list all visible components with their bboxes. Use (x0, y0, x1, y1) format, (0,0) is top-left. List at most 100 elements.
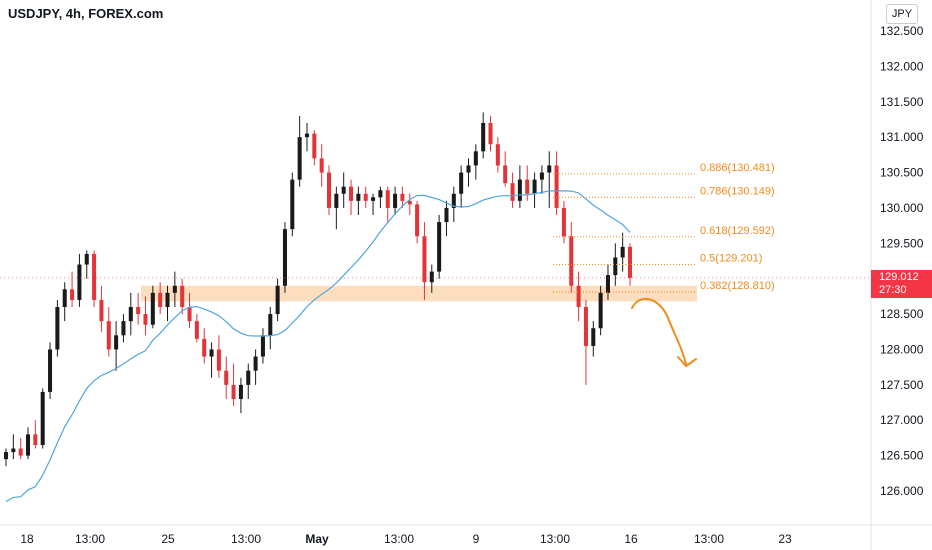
candle-body (503, 165, 508, 184)
candle-body (495, 144, 500, 166)
currency-button[interactable]: JPY (886, 4, 918, 24)
y-tick-label: 128.500 (880, 307, 924, 321)
candle-body (275, 285, 280, 315)
candle-body (3, 452, 9, 460)
y-tick-label: 130.000 (880, 201, 924, 215)
x-tick-label: 25 (161, 532, 175, 546)
moving-average-line (5, 190, 631, 503)
y-tick-label: 132.500 (880, 24, 924, 38)
candle-body (488, 123, 493, 145)
candle-body (253, 356, 258, 371)
candle-body (473, 151, 478, 166)
candle-body (136, 307, 141, 315)
y-tick-label: 127.500 (880, 378, 924, 392)
candle-body (371, 197, 376, 201)
candle-body (576, 285, 581, 307)
candle-body (18, 448, 23, 456)
candle-body (620, 246, 625, 258)
candle-body (466, 165, 471, 173)
candle-body (128, 307, 133, 322)
candle-body (583, 307, 588, 346)
candle-body (627, 246, 633, 278)
candle-body (11, 448, 16, 453)
support-zone (141, 285, 697, 302)
candle-body (150, 292, 155, 325)
candle-body (400, 193, 405, 201)
candle-body (268, 314, 273, 336)
x-tick-label: 13:00 (75, 532, 105, 546)
candle-body (393, 193, 398, 208)
candle-body (613, 257, 618, 276)
candle-body (143, 314, 148, 325)
y-tick-label: 131.500 (880, 95, 924, 109)
candle-body (297, 137, 302, 180)
candle-body (525, 179, 530, 194)
candle-body (591, 328, 596, 346)
candle-body (539, 172, 544, 180)
candle-body (605, 275, 610, 293)
y-tick-label: 126.500 (880, 449, 924, 463)
y-tick-label: 130.500 (880, 166, 924, 180)
candle-body (202, 338, 207, 357)
candle-body (569, 236, 574, 286)
x-tick-label: May (305, 532, 329, 546)
candle-body (319, 158, 324, 173)
x-tick-label: 13:00 (384, 532, 414, 546)
candle-body (48, 349, 53, 392)
candle-body (77, 264, 82, 300)
candle-body (341, 186, 346, 194)
candle-body (194, 321, 199, 339)
candle-body (26, 434, 31, 456)
candle-body (429, 271, 434, 283)
candle-body (481, 123, 486, 152)
fib-level-label: 0.5(129.201) (700, 252, 762, 264)
candle-body (422, 236, 427, 283)
y-tick-label: 129.500 (880, 236, 924, 250)
candle-body (260, 335, 265, 357)
candle-body (238, 384, 243, 399)
candle-body (224, 370, 229, 385)
candle-body (187, 307, 192, 322)
last-price-value: 129.012 (879, 271, 919, 283)
candle-body (121, 321, 126, 336)
y-tick-label: 126.000 (880, 484, 924, 498)
candle-body (385, 190, 390, 208)
candle-body (33, 434, 38, 445)
projection-path (631, 297, 687, 365)
candle-body (444, 207, 449, 223)
candle-body (172, 285, 177, 293)
candle-body (114, 335, 119, 350)
candle-body (290, 179, 295, 230)
projection-arrowhead-icon (677, 356, 697, 367)
candle-body (510, 183, 515, 201)
x-tick-label: 23 (778, 532, 792, 546)
fib-level-label: 0.382(128.810) (700, 280, 775, 292)
candle-body (106, 321, 111, 350)
candle-body (84, 253, 89, 265)
symbol-title: USDJPY, 4h, FOREX.com (8, 6, 164, 21)
candle-body (312, 133, 317, 159)
candle-body (598, 292, 603, 329)
candle-body (304, 133, 310, 138)
candle-body (55, 307, 60, 350)
candle-body (40, 391, 45, 445)
fib-level-label: 0.618(129.592) (700, 225, 775, 237)
y-tick-label: 132.000 (880, 59, 924, 73)
candle-body (363, 193, 368, 201)
x-tick-label: 13:00 (231, 532, 261, 546)
candle-body (547, 165, 552, 173)
y-tick-label: 131.000 (880, 130, 924, 144)
candle-body (158, 292, 163, 307)
candle-body (62, 289, 67, 307)
candle-body (180, 285, 185, 307)
candle-body (92, 253, 97, 300)
candle-body (517, 179, 522, 201)
last-price-tag: 129.012 27:30 (871, 270, 932, 298)
candle-body (326, 172, 332, 208)
candle-body (459, 172, 464, 194)
candle-body (99, 299, 104, 322)
candle-body (407, 200, 412, 205)
candle-body (216, 349, 221, 371)
candle-body (165, 292, 170, 307)
